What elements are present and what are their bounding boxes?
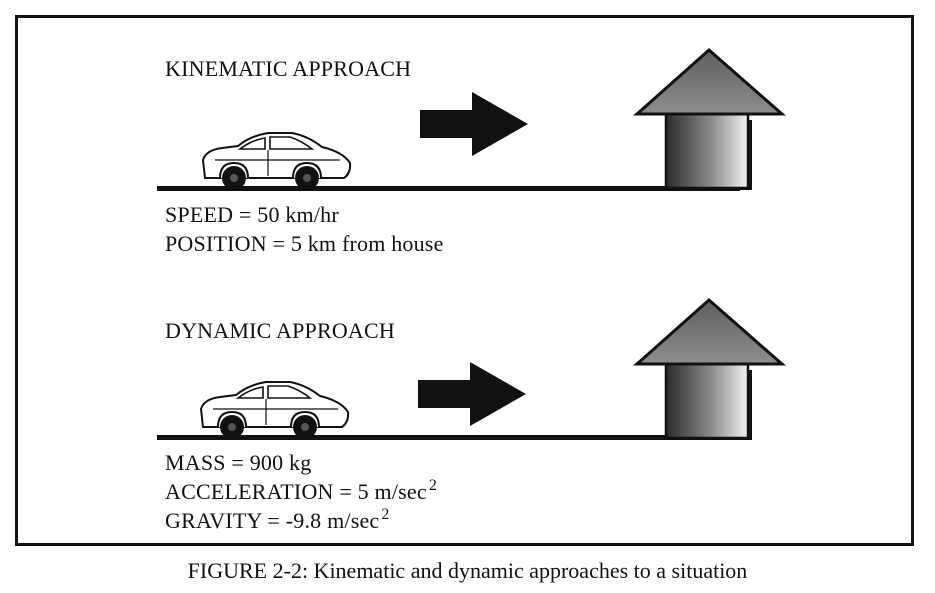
arrow-right-icon: [418, 362, 526, 426]
car-icon: [200, 381, 350, 440]
dynamic-ground-line: [157, 435, 740, 440]
kinematic-scene: [157, 48, 784, 192]
house-icon: [635, 48, 784, 192]
dynamic-line-gravity: GRAVITY = -9.8 m/sec 2: [165, 507, 390, 533]
kinematic-ground-line: [157, 186, 740, 191]
exponent-superscript: 2: [381, 506, 390, 523]
dynamic-scene: [157, 298, 784, 442]
figure-caption: FIGURE 2-2: Kinematic and dynamic approa…: [187, 558, 748, 583]
kinematic-line-text: POSITION = 5 km from house: [165, 231, 444, 256]
kinematic-line-text: SPEED = 50 km/hr: [165, 202, 339, 227]
house-icon: [635, 298, 784, 442]
kinematic-title: KINEMATIC APPROACH: [165, 56, 412, 81]
dynamic-line-acceleration: ACCELERATION = 5 m/sec 2: [165, 478, 437, 504]
figure-frame: [15, 15, 914, 546]
kinematic-line-position: POSITION = 5 km from house: [165, 233, 444, 255]
exponent-superscript: 2: [428, 477, 438, 494]
dynamic-line-mass: MASS = 900 kg: [165, 452, 311, 474]
dynamic-line-text: ACCELERATION = 5 m/sec: [165, 479, 427, 504]
car-icon: [202, 132, 352, 191]
dynamic-title: DYNAMIC APPROACH: [165, 318, 395, 343]
arrow-right-icon: [420, 92, 528, 156]
kinematic-line-speed: SPEED = 50 km/hr: [165, 204, 339, 226]
dynamic-line-text: MASS = 900 kg: [165, 450, 312, 475]
dynamic-line-text: GRAVITY = -9.8 m/sec: [165, 508, 380, 533]
